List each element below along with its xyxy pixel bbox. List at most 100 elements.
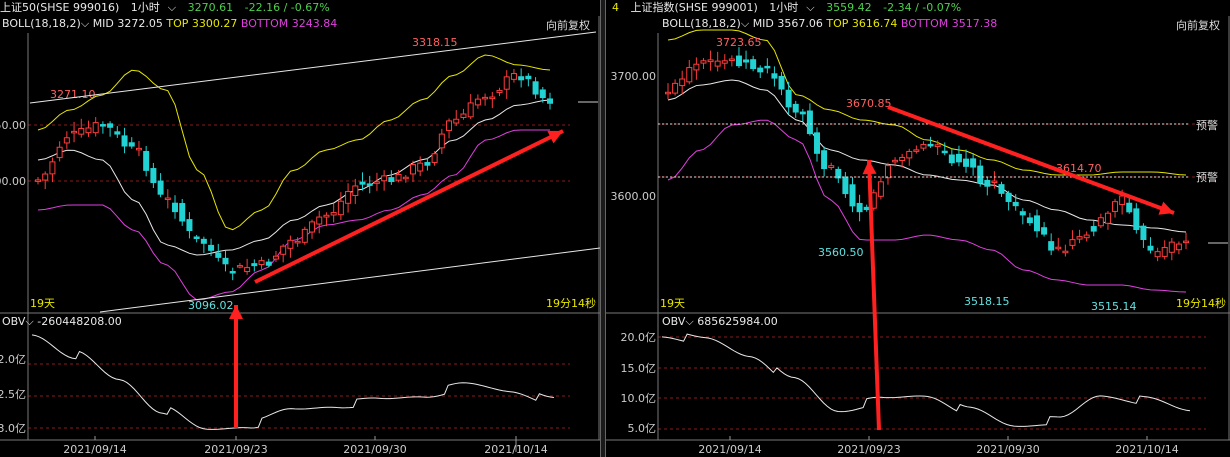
candle-body xyxy=(330,212,337,216)
left-boll-row: BOLL(18,18,2)⌵ MID 3272.05 TOP 3300.27 B… xyxy=(2,16,337,32)
right-chart-svg[interactable]: 3700.00 3600.00 20.0亿 15.0亿 10.0亿 5.0亿 2021/09… xyxy=(606,0,1230,457)
left-period-select[interactable]: 1小时 xyxy=(130,1,160,14)
candle-body xyxy=(482,96,489,100)
candle-body xyxy=(1076,236,1083,240)
candle-body xyxy=(814,132,821,154)
candle-body xyxy=(892,159,899,163)
candle-body xyxy=(1083,234,1090,239)
chevron-down-icon[interactable]: ⌵ xyxy=(25,315,38,328)
candle-body xyxy=(99,124,106,127)
candle-body xyxy=(474,98,481,106)
candle-body xyxy=(1104,212,1111,224)
candle-body xyxy=(236,265,243,268)
candle-body xyxy=(309,221,316,233)
candle-body xyxy=(927,143,934,147)
candle-body xyxy=(799,111,806,115)
left-boll-label[interactable]: BOLL(18,18,2) xyxy=(2,17,81,30)
right-obv-label[interactable]: OBV xyxy=(662,315,686,328)
annotation-left_high: 3271.10 xyxy=(50,88,96,101)
x-tick-label: 2021/09/23 xyxy=(837,443,900,456)
candle-body xyxy=(693,63,700,71)
left-chart-svg[interactable]: 50.00 00.00 2.0亿 2.5亿 3.0亿 2021/09/14 2021/09/… xyxy=(0,0,600,457)
candle-body xyxy=(728,58,735,61)
candle-body xyxy=(222,257,229,265)
candle-body xyxy=(920,143,927,149)
chevron-down-icon[interactable]: ⌵ xyxy=(80,17,93,30)
left-price: 3270.61 xyxy=(187,1,234,14)
candle-body xyxy=(686,67,693,83)
annotation-low3: 3515.14 xyxy=(1091,300,1137,313)
candle-body xyxy=(1161,246,1168,257)
left-fuquan[interactable]: 向前复权 xyxy=(546,19,590,32)
candle-body xyxy=(707,59,714,63)
annotation-high: 3318.15 xyxy=(412,36,458,49)
boll-bottom-line xyxy=(667,119,1187,293)
candle-body xyxy=(193,236,200,239)
obv-tick-label: 2.0亿 xyxy=(0,353,26,366)
right-chart-panel[interactable]: 4 上证指数(SHSE 999001) 1小时 ⌵ 3559.42 -2.34 /… xyxy=(606,0,1230,457)
candle-body xyxy=(1026,217,1033,224)
candle-body xyxy=(721,60,728,64)
candle-body xyxy=(265,261,272,266)
annotation-mid_high: 3670.85 xyxy=(846,97,892,110)
panel-divider[interactable] xyxy=(600,0,606,457)
right-boll-label[interactable]: BOLL(18,18,2) xyxy=(662,17,741,30)
days-label: 19天 xyxy=(660,297,685,310)
candle-body xyxy=(438,133,445,149)
left-obv-label[interactable]: OBV xyxy=(2,315,26,328)
chevron-down-icon[interactable]: ⌵ xyxy=(806,1,815,14)
candle-body xyxy=(467,102,474,118)
candle-body xyxy=(757,67,764,73)
y-tick-label: 3700.00 xyxy=(611,70,657,83)
obv-line xyxy=(31,334,555,430)
candle-body xyxy=(525,75,532,80)
candle-body xyxy=(934,144,941,148)
left-header: 上证50(SHSE 999016) 1小时 ⌵ 3270.61 -22.16 / … xyxy=(0,0,600,16)
candle-body xyxy=(679,78,686,87)
candle-body xyxy=(547,98,553,104)
candle-body xyxy=(884,165,891,179)
candle-body xyxy=(200,238,207,244)
right-change: -2.34 / -0.07% xyxy=(883,1,962,14)
right-period-select[interactable]: 1小时 xyxy=(769,1,799,14)
candle-body xyxy=(35,179,41,182)
chevron-down-icon[interactable]: ⌵ xyxy=(740,17,753,30)
candle-body xyxy=(665,91,671,95)
candle-body xyxy=(258,260,265,266)
candle-body xyxy=(373,181,380,184)
candle-body xyxy=(1140,225,1147,240)
chevron-down-icon[interactable]: ⌵ xyxy=(685,315,698,328)
candle-body xyxy=(186,219,193,231)
obv-tick-label: 2.5亿 xyxy=(0,388,26,401)
candle-body xyxy=(835,168,842,179)
candle-body xyxy=(1119,195,1126,206)
candle-body xyxy=(409,164,416,175)
candle-body xyxy=(229,271,236,274)
candle-body xyxy=(1048,241,1055,251)
left-chart-panel[interactable]: 上证50(SHSE 999016) 1小时 ⌵ 3270.61 -22.16 / … xyxy=(0,0,600,457)
boll-top-line xyxy=(667,29,1187,176)
right-symbol-name[interactable]: 上证指数(SHSE 999001) xyxy=(630,1,758,14)
right-fuquan[interactable]: 向前复权 xyxy=(1176,19,1220,32)
candle-body xyxy=(750,59,757,70)
left-symbol-name[interactable]: 上证50(SHSE 999016) xyxy=(0,1,120,14)
candle-body xyxy=(913,149,920,152)
candle-body xyxy=(128,142,135,147)
candle-body xyxy=(56,146,63,159)
candle-body xyxy=(352,185,359,196)
obv-tick-label: 15.0亿 xyxy=(621,362,657,375)
red-arrow-head xyxy=(862,160,877,175)
red-arrow-head xyxy=(547,130,563,144)
candle-body xyxy=(215,252,222,258)
candle-body xyxy=(92,122,99,134)
annotation-low1: 3560.50 xyxy=(818,246,864,259)
candle-body xyxy=(78,127,85,135)
candle-body xyxy=(337,200,344,216)
candle-body xyxy=(806,110,813,135)
boll-mid-line xyxy=(37,99,551,256)
candle-body xyxy=(828,165,835,168)
candle-body xyxy=(359,181,366,185)
candle-body xyxy=(395,174,402,181)
chevron-down-icon[interactable]: ⌵ xyxy=(167,1,177,14)
candle-body xyxy=(1126,202,1133,213)
